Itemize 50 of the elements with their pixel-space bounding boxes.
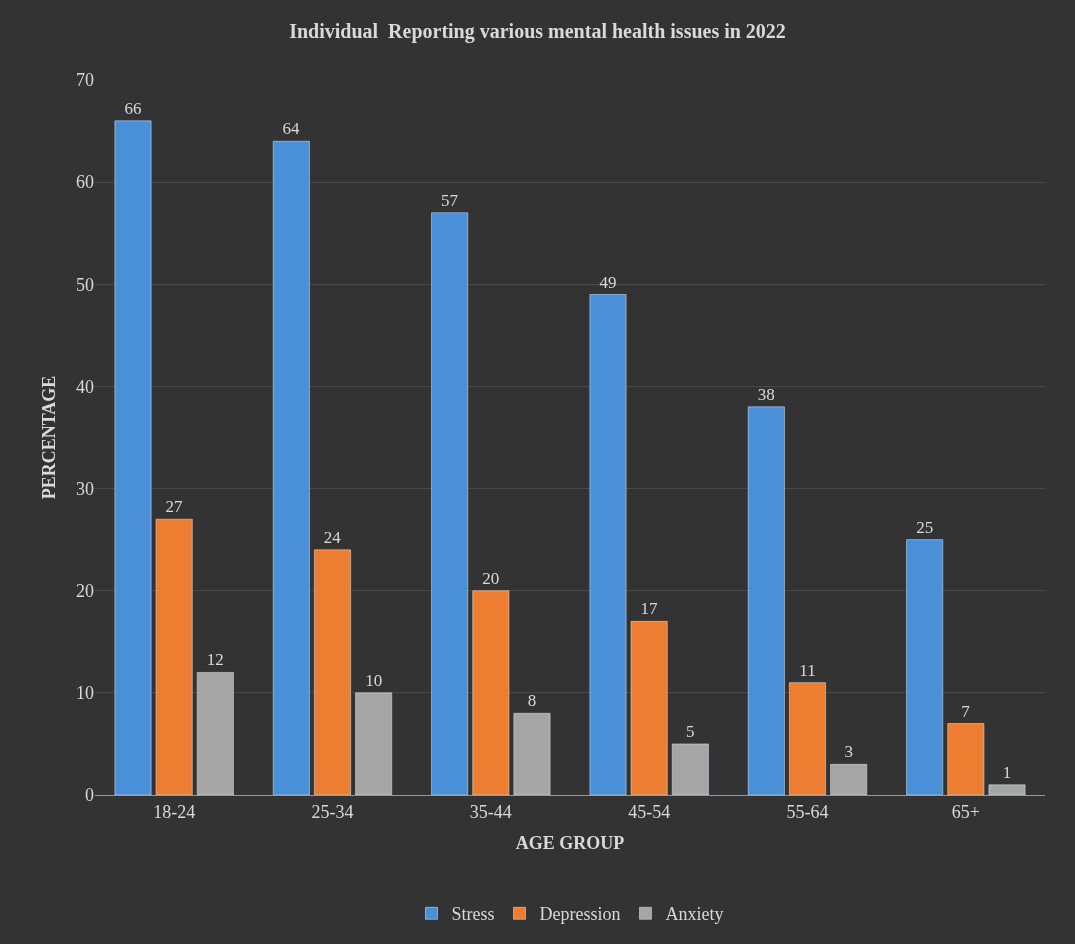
y-tick-label: 20 <box>76 581 94 602</box>
x-tick-label: 65+ <box>951 801 980 822</box>
bar <box>789 682 826 795</box>
data-label: 1 <box>1002 762 1012 782</box>
data-label: 10 <box>365 670 383 690</box>
x-axis-title: AGE GROUP <box>515 832 625 853</box>
legend-label: Depression <box>539 904 621 925</box>
bar <box>114 120 152 795</box>
y-tick-label: 30 <box>76 478 94 499</box>
y-tick-label: 70 <box>76 70 94 91</box>
x-tick-label: 25-34 <box>311 801 354 822</box>
bar <box>906 539 944 795</box>
bar <box>947 723 985 795</box>
y-tick-label: 40 <box>76 376 94 397</box>
x-tick-label: 35-44 <box>469 801 512 822</box>
y-tick-label: 60 <box>76 172 94 193</box>
x-tick-label: 45-54 <box>628 801 671 822</box>
data-label: 38 <box>757 384 775 404</box>
data-label: 66 <box>124 98 142 118</box>
y-axis-title: PERCENTAGE <box>39 375 60 500</box>
x-tick-label: 18-24 <box>153 801 196 822</box>
data-label: 8 <box>527 691 537 711</box>
data-label: 20 <box>482 568 500 588</box>
data-label: 25 <box>916 517 934 537</box>
legend-label: Anxiety <box>665 904 724 925</box>
data-label: 24 <box>323 527 342 547</box>
data-label: 7 <box>961 701 971 721</box>
bar <box>472 590 510 795</box>
bar <box>589 294 627 795</box>
chart-title: Individual Reporting various mental health issues in 2022 <box>289 19 786 43</box>
data-label: 5 <box>686 721 695 741</box>
data-label: 12 <box>206 650 224 670</box>
bar <box>272 141 310 795</box>
data-label: 11 <box>799 660 816 680</box>
data-label: 17 <box>640 599 658 619</box>
bar <box>747 406 785 795</box>
legend-label: Stress <box>451 904 495 925</box>
data-label: 3 <box>844 742 853 762</box>
bar <box>314 549 351 795</box>
x-tick-label: 55-64 <box>786 801 829 822</box>
y-tick-label: 50 <box>76 274 94 295</box>
y-tick-label: 10 <box>76 683 94 704</box>
data-label: 57 <box>440 190 459 210</box>
data-label: 49 <box>599 272 617 292</box>
data-label: 27 <box>165 497 183 517</box>
bar <box>630 621 668 795</box>
data-label: 64 <box>282 119 301 139</box>
bar <box>155 518 193 795</box>
y-tick-label: 0 <box>85 785 94 806</box>
bar <box>431 212 469 795</box>
